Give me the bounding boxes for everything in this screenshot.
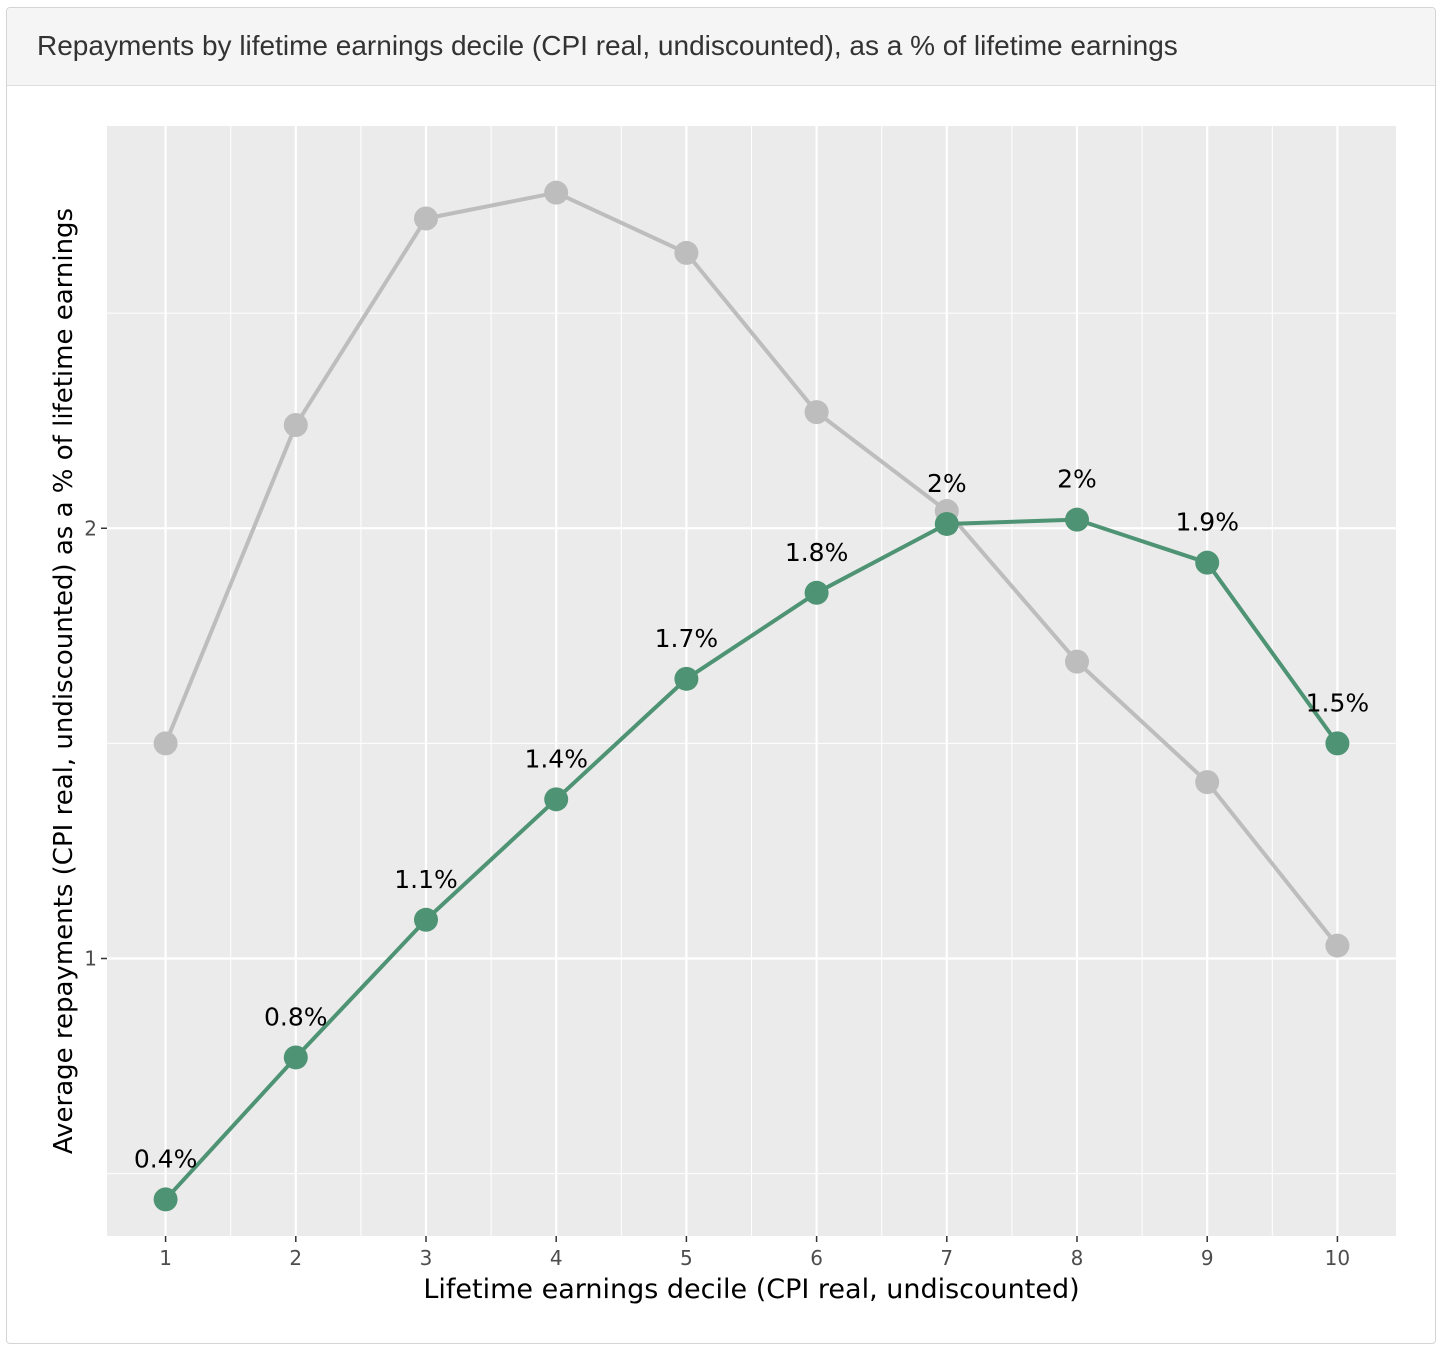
data-point-comparison [1325,933,1350,958]
data-point-comparison [804,400,829,425]
x-tick-label: 3 [420,1246,433,1270]
data-label: 1.4% [524,744,588,773]
data-label: 1.5% [1306,688,1370,717]
data-label: 0.8% [264,1002,328,1031]
data-label: 2% [927,469,967,498]
data-point-repayments [544,787,569,812]
chart-title: Repayments by lifetime earnings decile (… [37,30,1178,61]
x-tick-label: 9 [1201,1246,1214,1270]
series-line-comparison [163,190,1339,947]
y-tick-label: 1 [84,947,97,971]
data-point-repayments [283,1045,308,1070]
data-label: 1.1% [394,865,458,894]
data-point-comparison [153,731,178,756]
data-label: 1.8% [785,538,849,567]
x-axis-title: Lifetime earnings decile (CPI real, undi… [423,1274,1079,1305]
data-point-repayments [804,580,829,605]
data-point-comparison [283,413,308,438]
x-tick-label: 4 [550,1246,563,1270]
data-label: 0.4% [134,1144,198,1173]
x-tick-label: 6 [810,1246,823,1270]
y-axis-title: Average repayments (CPI real, undiscount… [49,208,79,1154]
x-tick-label: 10 [1325,1246,1350,1270]
data-point-repayments [674,666,699,691]
series-comparison [153,180,1350,958]
x-tick-label: 7 [940,1246,953,1270]
data-label: 1.9% [1175,508,1239,537]
data-label: 1.7% [655,624,719,653]
x-tick-label: 2 [289,1246,302,1270]
data-label: 2% [1057,465,1097,494]
data-point-repayments [934,511,959,536]
data-point-repayments [1195,550,1220,575]
series-repayments: 0.4% 0.8% 1.1% 1.4% 1.7% 1.8% 2% 2% 1.9% 1.5% [134,465,1369,1212]
data-point-repayments [1065,507,1090,532]
y-tick-label: 2 [84,516,97,540]
data-point-repayments [413,907,438,932]
x-tick-label: 8 [1071,1246,1084,1270]
series-line-repayments [164,517,1340,1201]
x-tick-label: 5 [680,1246,693,1270]
data-point-comparison [413,206,438,231]
x-tick-label: 1 [159,1246,172,1270]
data-point-comparison [544,180,569,205]
data-point-comparison [1065,649,1090,674]
card-header: Repayments by lifetime earnings decile (… [7,8,1435,86]
data-point-repayments [1325,731,1350,756]
data-point-repayments [153,1187,178,1212]
data-point-comparison [1195,770,1220,795]
data-point-comparison [674,240,699,265]
